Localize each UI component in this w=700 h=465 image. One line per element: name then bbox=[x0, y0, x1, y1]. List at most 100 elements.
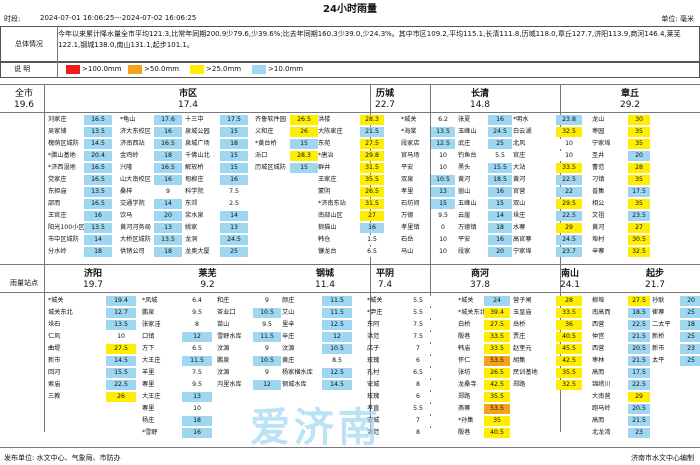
station-value: 27.5 bbox=[628, 296, 650, 306]
station-value: 10 bbox=[431, 151, 455, 161]
station-name: 玉峰山 bbox=[458, 128, 477, 135]
station-name: 钢城水库 bbox=[282, 381, 307, 388]
station-value: 16 bbox=[488, 235, 512, 245]
station-value: 21.5 bbox=[628, 332, 650, 342]
station-name: 交通学院 bbox=[120, 200, 145, 207]
station-name: 官庄 bbox=[513, 152, 526, 159]
station-value: 21.5 bbox=[628, 416, 650, 426]
legend-swatch bbox=[66, 64, 80, 74]
station-value: 33.5 bbox=[484, 332, 510, 342]
station-name: 齐鲁软件园 bbox=[255, 116, 286, 123]
station-name: 群井 bbox=[318, 164, 331, 171]
station-value: 16.5 bbox=[84, 199, 112, 209]
station-name: 镰龙台 bbox=[318, 248, 337, 255]
station-name: 高而 bbox=[592, 369, 605, 376]
station-value: 15 bbox=[488, 199, 512, 209]
station-value: 9 bbox=[154, 187, 182, 197]
station-value: 22 bbox=[556, 187, 582, 197]
station-name: 党家庄 bbox=[48, 176, 67, 183]
station-value: 16.5 bbox=[154, 139, 182, 149]
station-name: *孙集 bbox=[458, 417, 474, 424]
legend-item-label: >100.0mm bbox=[82, 65, 122, 73]
region-value: 21.7 bbox=[644, 280, 666, 290]
station-value: 9.5 bbox=[253, 320, 281, 330]
station-name: 泺口 bbox=[255, 152, 268, 159]
station-name: 玫瑰 bbox=[367, 393, 380, 400]
station-value: 5.5 bbox=[405, 308, 431, 318]
station-value: 12.7 bbox=[106, 308, 136, 318]
station-name: 苗山 bbox=[217, 321, 230, 328]
station-value: 10.5 bbox=[431, 175, 455, 185]
region-name: 历城 bbox=[375, 89, 394, 99]
station-name: 龙洞 bbox=[185, 236, 198, 243]
station-value: 6.2 bbox=[431, 115, 455, 125]
station-name: 张家洼 bbox=[142, 321, 161, 328]
legend-item-1: >50.0mm bbox=[128, 62, 179, 76]
station-value: 9.5 bbox=[182, 380, 212, 390]
page-title: 24小时雨量 bbox=[323, 4, 377, 15]
station-value: 35 bbox=[628, 139, 650, 149]
station-name: 刁镇 bbox=[592, 176, 605, 183]
station-name: 跑马岭 bbox=[592, 405, 611, 412]
station-value: 29.5 bbox=[556, 199, 582, 209]
station-value: 27.5 bbox=[360, 139, 384, 149]
station-value: 12.5 bbox=[322, 368, 352, 378]
station-name: 郑路 bbox=[458, 393, 471, 400]
station-name: 孙耿 bbox=[652, 297, 665, 304]
station-name: 二太平 bbox=[652, 321, 671, 328]
station-name: 济大东校区 bbox=[120, 128, 151, 135]
station-value: 25 bbox=[680, 356, 700, 366]
station-value: 12.5 bbox=[322, 320, 352, 330]
station-name: 浆水泉 bbox=[185, 212, 204, 219]
station-name: *城关 bbox=[458, 297, 474, 304]
region-name: 起步 bbox=[645, 269, 664, 279]
station-value: 9 bbox=[253, 368, 281, 378]
station-value: 22.5 bbox=[556, 175, 582, 185]
region-value: 14.8 bbox=[469, 100, 491, 110]
station-value: 6.4 bbox=[182, 296, 212, 306]
station-value: 13.5 bbox=[431, 127, 455, 137]
station-name: 十三中 bbox=[185, 116, 204, 123]
station-value: 15 bbox=[220, 127, 248, 137]
station-name: 杨家横水库 bbox=[282, 369, 313, 376]
legend-item-0: >100.0mm bbox=[66, 62, 122, 76]
station-value: 7.5 bbox=[405, 320, 431, 330]
station-name: 安城 bbox=[367, 417, 380, 424]
station-name: 回河 bbox=[48, 369, 61, 376]
station-name: 张坊 bbox=[458, 369, 471, 376]
station-value: 8 bbox=[405, 428, 431, 438]
station-name: 新桥 bbox=[652, 333, 665, 340]
station-value: 33.5 bbox=[556, 308, 582, 318]
station-name: *济西湿地 bbox=[48, 164, 76, 171]
station-name: 大王庄 bbox=[142, 393, 161, 400]
station-name: 鹏泉 bbox=[142, 309, 155, 316]
section-rule bbox=[0, 264, 700, 265]
station-value: 0 bbox=[431, 223, 455, 233]
station-value: 6.5 bbox=[182, 344, 212, 354]
legend-label: 说 明 bbox=[14, 65, 31, 73]
station-value: 31.5 bbox=[360, 163, 384, 173]
station-name: 贾庄 bbox=[513, 333, 526, 340]
station-name: 万德镇 bbox=[458, 224, 477, 231]
station-value: 26 bbox=[106, 392, 136, 402]
station-value: 23.8 bbox=[556, 115, 582, 125]
station-name: *尹庄 bbox=[367, 309, 383, 316]
unit-label: 单位: 毫米 bbox=[661, 15, 694, 23]
station-name: 王官庄 bbox=[48, 212, 67, 219]
station-value: 30 bbox=[628, 115, 650, 125]
station-name: 雪野水库 bbox=[217, 333, 242, 340]
station-name: 大陈家庄 bbox=[318, 128, 343, 135]
station-value: 25 bbox=[680, 332, 700, 342]
station-value: 10 bbox=[556, 139, 582, 149]
station-value: 5.5 bbox=[405, 296, 431, 306]
station-name: 垛庄 bbox=[513, 212, 526, 219]
station-value: 18 bbox=[84, 247, 112, 257]
station-name: *城关东北 bbox=[458, 309, 484, 316]
station-value: 20 bbox=[154, 211, 182, 221]
station-value: 40.5 bbox=[484, 428, 510, 438]
station-name: 孝里 bbox=[401, 188, 414, 195]
station-value: 17.5 bbox=[628, 368, 650, 378]
region-value: 29.2 bbox=[619, 100, 641, 110]
station-name: 武庄 bbox=[458, 140, 471, 147]
station-name: 市中区城防 bbox=[48, 236, 79, 243]
